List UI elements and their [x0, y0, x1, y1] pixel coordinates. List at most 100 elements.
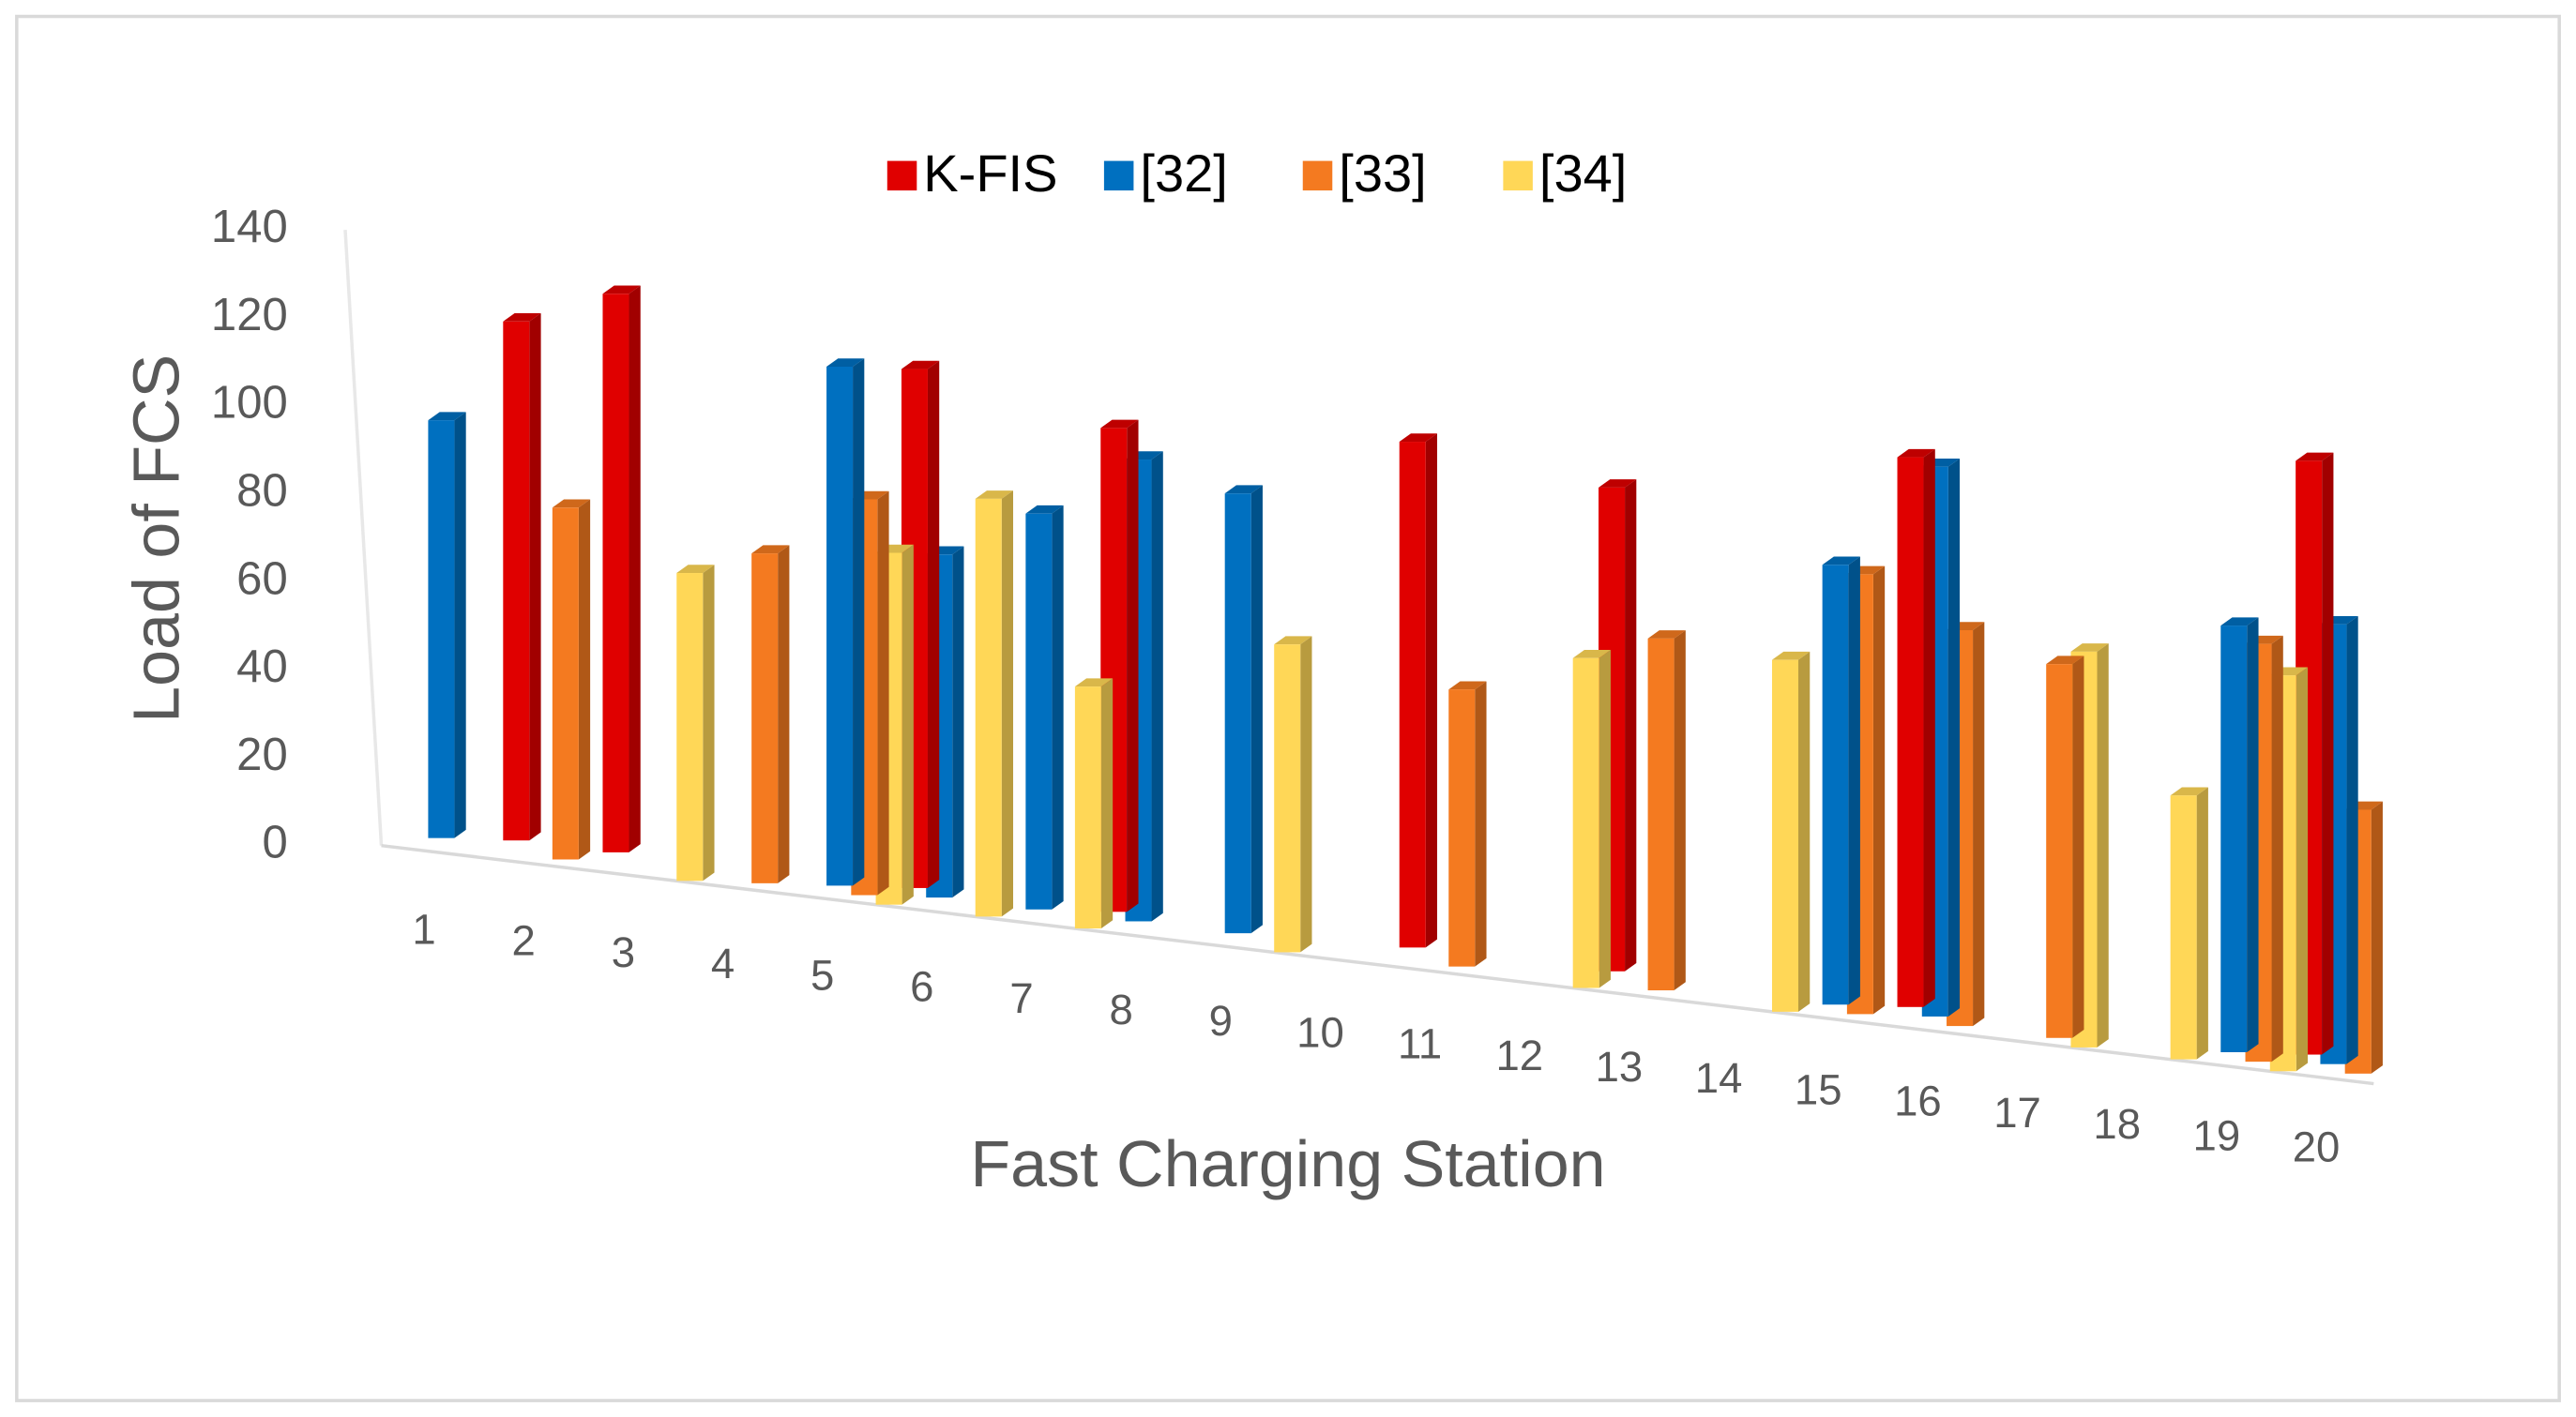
bar-side — [1100, 678, 1114, 929]
bar-side — [902, 544, 914, 905]
bar — [2245, 635, 2283, 1063]
x-tick-label: 1 — [412, 906, 435, 954]
legend-swatch — [1103, 160, 1134, 191]
bar-top — [2046, 656, 2084, 665]
x-tick-label: 17 — [1993, 1089, 2041, 1137]
x-tick-label: 14 — [1695, 1054, 1743, 1102]
x-tick-label: 6 — [910, 963, 933, 1011]
bar — [751, 545, 790, 883]
bar — [2046, 656, 2084, 1038]
bar-front — [751, 553, 779, 883]
x-tick-label: 11 — [1398, 1020, 1442, 1068]
x-tick-label: 3 — [612, 928, 635, 976]
bar-side — [1599, 649, 1611, 988]
bar-side — [2247, 617, 2259, 1052]
bar — [1771, 651, 1811, 1012]
bar-front — [1399, 442, 1426, 948]
bar — [2170, 787, 2208, 1060]
x-tick-label: 4 — [711, 940, 735, 987]
bar-top — [1448, 681, 1487, 690]
bar-top — [826, 358, 865, 367]
bar-top — [2296, 452, 2334, 461]
wall-line — [343, 230, 384, 846]
bar — [1274, 636, 1312, 953]
bar-front — [602, 294, 629, 852]
bar-side — [927, 360, 940, 888]
x-tick-label: 20 — [2293, 1123, 2341, 1170]
bar-front — [826, 366, 854, 886]
bar-side — [2072, 656, 2084, 1038]
bar-side — [1947, 458, 1961, 1017]
bar-top — [1599, 479, 1637, 488]
bar-top — [2170, 787, 2208, 796]
bar-front — [1771, 659, 1799, 1012]
bar — [975, 490, 1014, 917]
bar-side — [1973, 622, 1985, 1027]
x-tick-label: 13 — [1596, 1043, 1644, 1091]
bar-top — [1274, 636, 1312, 645]
y-axis-title: Load of FCS — [119, 354, 192, 723]
bar-side — [529, 313, 541, 841]
bar-side — [703, 565, 715, 882]
bar — [1399, 433, 1438, 948]
bar-front — [2220, 626, 2248, 1052]
bar-side — [1052, 505, 1064, 910]
bar-side — [2322, 452, 2334, 1055]
bar — [503, 313, 541, 841]
bar — [1025, 505, 1064, 910]
x-tick-label: 10 — [1296, 1008, 1344, 1056]
bar-front — [1025, 513, 1053, 910]
bar-top — [1025, 505, 1064, 514]
bar — [1897, 448, 1935, 1007]
x-tick-label: 8 — [1109, 986, 1132, 1033]
bar — [428, 412, 466, 838]
x-tick-label: 9 — [1209, 997, 1233, 1045]
legend-label: [33] — [1339, 143, 1426, 203]
y-tick-label: 0 — [262, 818, 287, 868]
bar-front — [1274, 644, 1301, 953]
bar-side — [1127, 419, 1139, 912]
bar-front — [503, 321, 530, 841]
bar-front — [552, 507, 579, 860]
bar-front — [1572, 657, 1599, 988]
bar-side — [1425, 433, 1438, 948]
bar-front — [2170, 795, 2197, 1060]
bar — [1572, 649, 1611, 988]
bar-top — [1771, 651, 1811, 660]
bar-front — [1448, 689, 1476, 967]
bar-top — [1572, 649, 1611, 658]
bar — [1074, 678, 1114, 929]
bar-front — [1224, 493, 1251, 934]
bar — [1224, 485, 1263, 934]
bar-top — [503, 313, 541, 322]
bar — [1822, 556, 1860, 1005]
x-axis-title: Fast Charging Station — [970, 1127, 1605, 1200]
y-tick-label: 80 — [236, 465, 288, 516]
bar-top — [1822, 556, 1860, 565]
bar — [2220, 617, 2259, 1052]
legend-swatch — [886, 160, 917, 191]
bar-top — [1100, 419, 1139, 429]
bar-top — [1399, 433, 1438, 443]
y-tick-label: 20 — [236, 730, 288, 780]
legend-swatch — [1302, 160, 1333, 191]
bar-front — [676, 573, 704, 882]
bar-side — [1151, 451, 1163, 922]
y-tick-label: 120 — [211, 290, 288, 340]
bar-front — [975, 498, 1002, 917]
y-tick-label: 60 — [236, 553, 288, 604]
bar-top — [2220, 617, 2259, 626]
bar-side — [2097, 643, 2109, 1048]
x-tick-label: 7 — [1009, 974, 1033, 1022]
bar-side — [952, 546, 964, 898]
bar-side — [778, 545, 790, 883]
y-tick-label: 140 — [211, 202, 288, 252]
bar — [826, 358, 865, 886]
bar-top — [1224, 485, 1263, 494]
bar-front — [1897, 457, 1924, 1007]
bar — [602, 285, 641, 852]
legend-label: [34] — [1539, 143, 1627, 203]
bar-top — [2070, 643, 2109, 652]
bar-side — [1250, 485, 1263, 934]
bar-side — [1798, 651, 1811, 1012]
